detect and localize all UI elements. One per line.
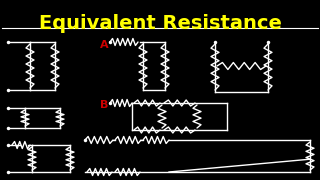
Text: Equivalent Resistance: Equivalent Resistance — [39, 14, 281, 33]
Text: B: B — [100, 100, 108, 110]
Text: A: A — [100, 40, 108, 50]
